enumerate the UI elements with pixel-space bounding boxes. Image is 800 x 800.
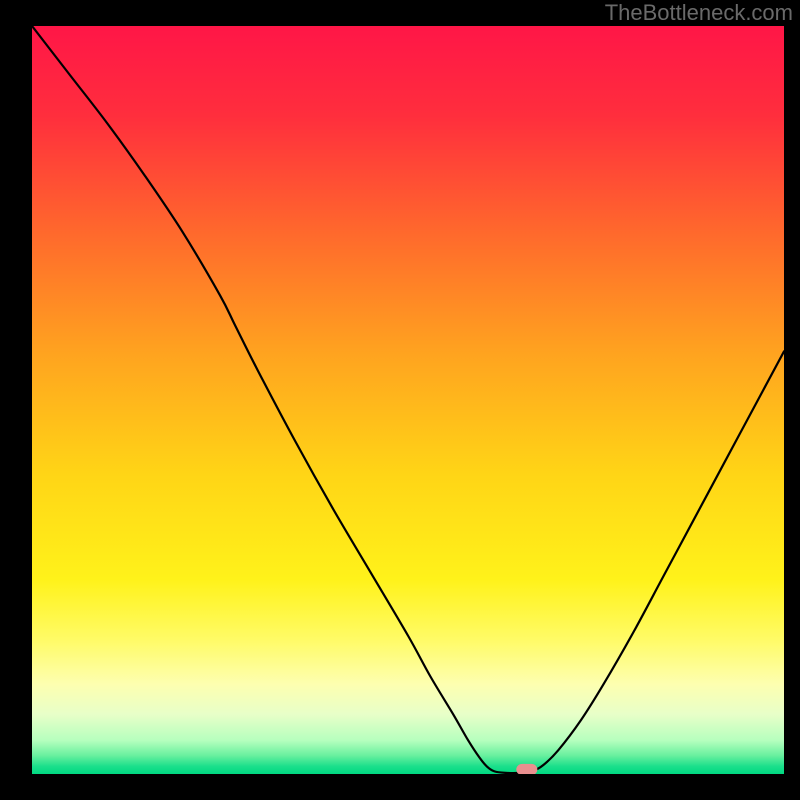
chart-stage: TheBottleneck.com <box>0 0 800 800</box>
watermark-label: TheBottleneck.com <box>605 0 793 26</box>
optimal-marker <box>516 764 537 774</box>
bottleneck-chart <box>32 26 784 774</box>
chart-background <box>32 26 784 774</box>
